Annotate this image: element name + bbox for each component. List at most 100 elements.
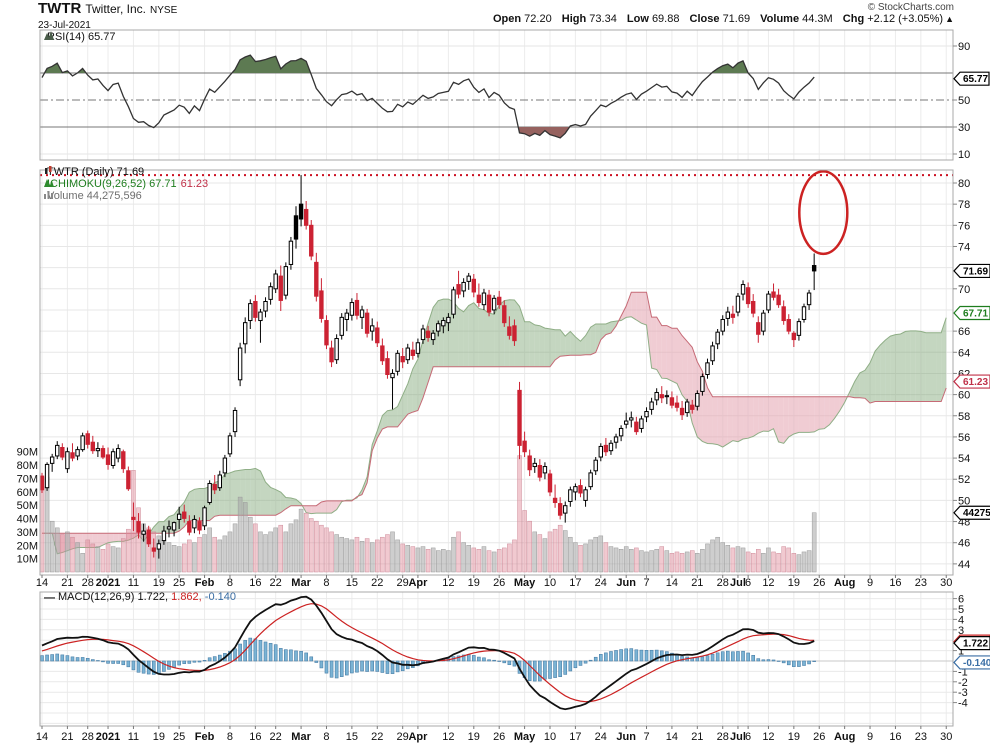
svg-text:12: 12 <box>442 577 454 589</box>
svg-text:10: 10 <box>958 149 970 161</box>
svg-text:23: 23 <box>915 731 927 743</box>
symbol: TWTR <box>38 0 82 17</box>
annotation-ellipse <box>798 170 849 256</box>
svg-text:17: 17 <box>569 577 581 589</box>
svg-text:-1: -1 <box>958 666 968 678</box>
svg-text:8: 8 <box>227 577 233 589</box>
svg-text:19: 19 <box>153 731 165 743</box>
svg-text:10: 10 <box>544 577 556 589</box>
svg-text:74: 74 <box>958 241 970 253</box>
svg-text:2021: 2021 <box>96 731 120 743</box>
price-legend: TWTR (Daily) 71.69 <box>44 166 144 178</box>
chg-value: +2.12 (+3.05%) <box>867 13 944 25</box>
ichimoku-label: ICHIMOKU(9,26,52) <box>47 178 147 190</box>
svg-text:30: 30 <box>940 577 952 589</box>
svg-text:19: 19 <box>788 731 800 743</box>
svg-text:40M: 40M <box>17 514 38 526</box>
low-value: 69.88 <box>651 13 680 25</box>
svg-text:22: 22 <box>270 577 282 589</box>
svg-text:19: 19 <box>788 577 800 589</box>
svg-text:26: 26 <box>813 577 825 589</box>
svg-text:Jul: Jul <box>730 577 746 589</box>
svg-text:67.71: 67.71 <box>963 309 988 320</box>
open-value: 72.20 <box>524 13 552 25</box>
svg-text:70: 70 <box>958 284 970 296</box>
high-label: High <box>561 13 587 25</box>
company-name: Twitter, Inc. <box>85 2 147 16</box>
svg-text:14: 14 <box>36 577 48 589</box>
svg-text:46: 46 <box>958 538 970 550</box>
svg-text:16: 16 <box>889 731 901 743</box>
copyright: © StockCharts.com <box>867 2 954 13</box>
svg-text:21: 21 <box>691 731 703 743</box>
svg-text:9: 9 <box>867 577 873 589</box>
svg-text:Apr: Apr <box>408 577 428 589</box>
svg-text:Jun: Jun <box>616 731 636 743</box>
svg-text:17: 17 <box>569 731 581 743</box>
volume-bars <box>39 455 817 573</box>
macd-line-icon: — <box>44 592 55 604</box>
svg-text:6: 6 <box>745 577 751 589</box>
svg-text:64: 64 <box>958 347 970 359</box>
svg-text:28: 28 <box>717 577 729 589</box>
ichimoku-span-b-value: 61.23 <box>180 178 209 190</box>
svg-text:2021: 2021 <box>96 577 120 589</box>
svg-text:54: 54 <box>958 453 970 465</box>
macd-histogram <box>40 637 816 682</box>
svg-text:11: 11 <box>128 577 139 589</box>
svg-text:-3: -3 <box>958 687 968 699</box>
svg-text:-2: -2 <box>958 677 968 689</box>
quote-line: Open 72.20 High 73.34 Low 69.88 Close 71… <box>493 13 954 25</box>
low-label: Low <box>626 13 649 25</box>
svg-text:26: 26 <box>813 731 825 743</box>
svg-text:66: 66 <box>958 326 970 338</box>
svg-text:76: 76 <box>958 220 970 232</box>
svg-text:70M: 70M <box>17 473 38 485</box>
rsi-panel <box>40 30 953 160</box>
svg-text:Jun: Jun <box>616 577 636 589</box>
close-value: 71.69 <box>722 13 751 25</box>
svg-text:19: 19 <box>468 577 480 589</box>
svg-text:44: 44 <box>958 559 970 571</box>
svg-text:16: 16 <box>889 577 901 589</box>
svg-text:71.69: 71.69 <box>963 266 988 277</box>
svg-text:50: 50 <box>958 95 970 107</box>
svg-text:44275: 44275 <box>963 508 990 519</box>
svg-text:8: 8 <box>323 577 329 589</box>
volume-legend-text: Volume 44,275,596 <box>47 190 142 202</box>
svg-text:30: 30 <box>940 731 952 743</box>
svg-text:14: 14 <box>36 731 48 743</box>
macd-legend: — MACD(12,26,9) 1.722, 1.862, -0.140 <box>44 591 236 604</box>
svg-text:26: 26 <box>493 577 505 589</box>
svg-text:24: 24 <box>595 731 607 743</box>
svg-text:28: 28 <box>717 731 729 743</box>
svg-text:30: 30 <box>958 122 970 134</box>
svg-text:65.77: 65.77 <box>963 74 988 85</box>
svg-text:28: 28 <box>82 577 94 589</box>
svg-text:16: 16 <box>249 731 261 743</box>
svg-text:22: 22 <box>270 731 282 743</box>
svg-text:Jul: Jul <box>730 731 746 743</box>
svg-text:23: 23 <box>915 577 927 589</box>
svg-text:56: 56 <box>958 432 970 444</box>
svg-text:25: 25 <box>173 731 185 743</box>
svg-text:90M: 90M <box>17 447 38 459</box>
svg-text:May: May <box>514 577 536 589</box>
svg-text:22: 22 <box>371 731 383 743</box>
change-up-icon: ▲ <box>945 14 954 24</box>
svg-text:29: 29 <box>397 731 409 743</box>
volume-label: Volume <box>760 13 800 25</box>
rsi-legend: RSI(14) 65.77 <box>44 31 115 43</box>
svg-text:78: 78 <box>958 199 970 211</box>
svg-text:80M: 80M <box>17 460 38 472</box>
macd-value: 1.722, <box>137 591 169 603</box>
svg-text:-0.140: -0.140 <box>963 658 990 669</box>
svg-text:14: 14 <box>666 577 678 589</box>
price-panel <box>39 170 953 575</box>
high-value: 73.34 <box>589 13 617 25</box>
volume-value: 44.3M <box>802 13 833 25</box>
svg-text:21: 21 <box>61 577 73 589</box>
svg-text:50M: 50M <box>17 500 38 512</box>
